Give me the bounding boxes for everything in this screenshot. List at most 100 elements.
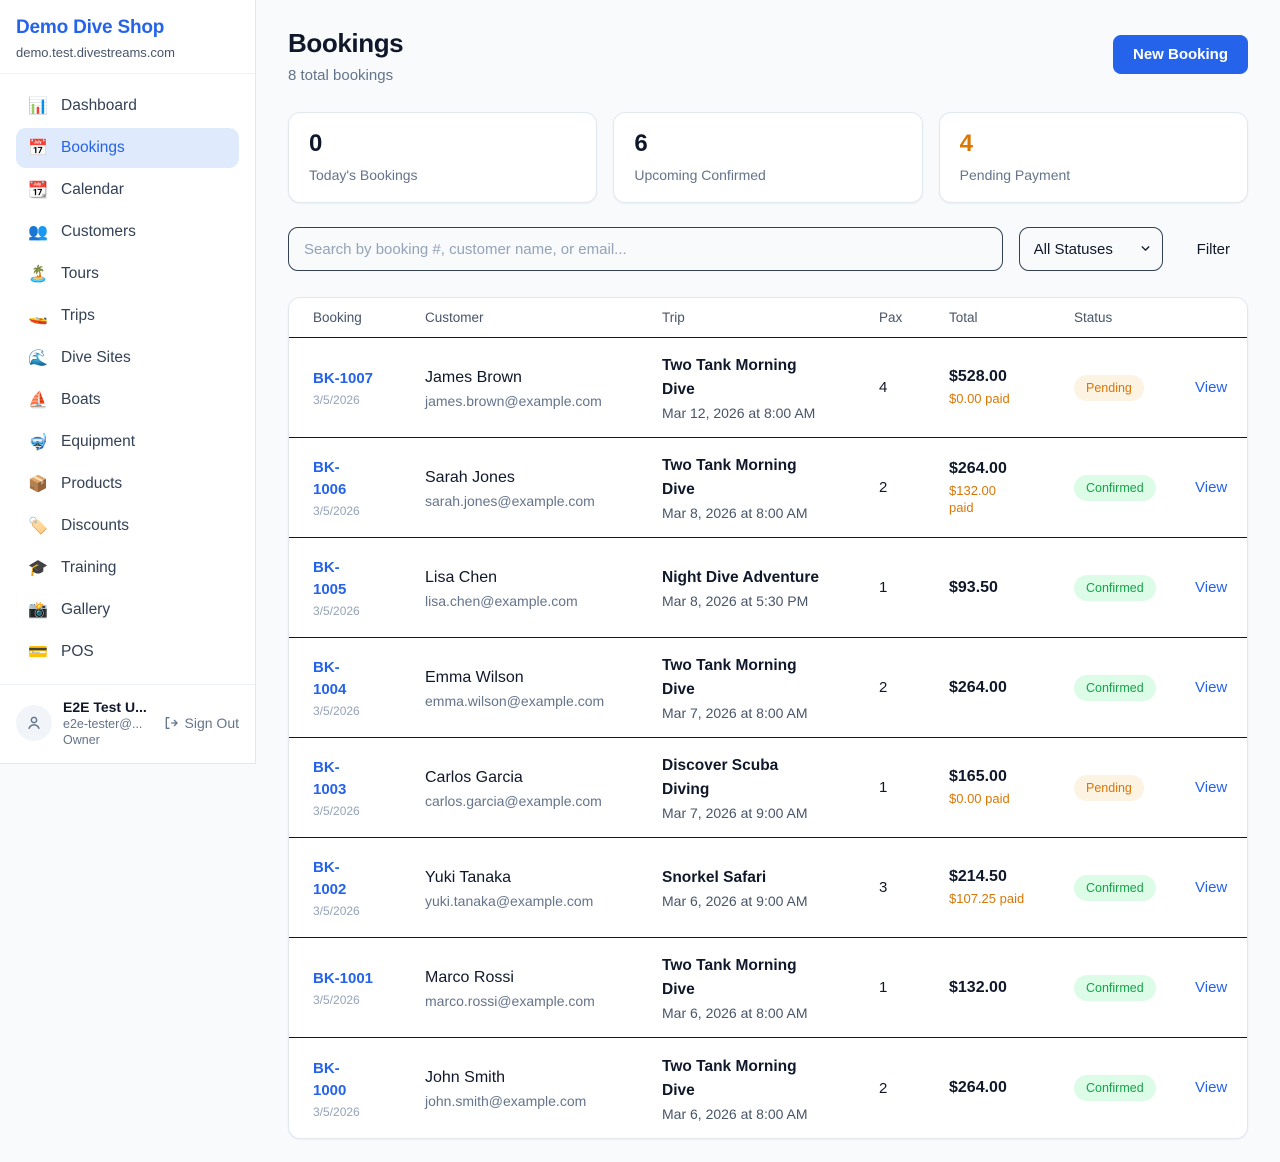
booking-date: 3/5/2026 — [313, 904, 360, 918]
actions-cell: View — [1195, 779, 1241, 797]
booking-id-link[interactable]: BK- 1006 — [313, 459, 347, 498]
booking-id-link[interactable]: BK-1007 — [313, 370, 374, 387]
customer-name: Marco Rossi — [425, 968, 514, 986]
sidebar-item-label: Calendar — [61, 181, 124, 198]
sidebar-item-gallery[interactable]: 📸 Gallery — [16, 590, 239, 630]
brand-name[interactable]: Demo Dive Shop — [16, 17, 165, 38]
sidebar-item-equipment[interactable]: 🤿 Equipment — [16, 422, 239, 462]
sidebar-item-dive-sites[interactable]: 🌊 Dive Sites — [16, 338, 239, 378]
customer-email: carlos.garcia@example.com — [425, 792, 602, 809]
stat-label: Pending Payment — [959, 167, 1071, 183]
trip-name: Discover Scuba Diving — [662, 757, 779, 798]
actions-cell: View — [1195, 479, 1241, 497]
table-row: BK- 1006 3/5/2026 Sarah Jones sarah.jone… — [289, 438, 1247, 538]
sidebar-item-products[interactable]: 📦 Products — [16, 464, 239, 504]
wave-icon: 🌊 — [28, 350, 48, 367]
booking-cell: BK- 1003 3/5/2026 — [313, 757, 425, 818]
column-header-actions — [1195, 310, 1223, 325]
sidebar-item-pos[interactable]: 💳 POS — [16, 632, 239, 672]
new-booking-button[interactable]: New Booking — [1112, 35, 1248, 74]
view-link[interactable]: View — [1195, 1079, 1228, 1096]
sidebar-item-label: Products — [61, 475, 123, 492]
sidebar-item-discounts[interactable]: 🏷️ Discounts — [16, 506, 239, 546]
booking-id-link[interactable]: BK- 1004 — [313, 659, 347, 698]
status-filter-wrap: All Statuses — [1018, 227, 1163, 271]
brand: Demo Dive Shop demo.test.divestreams.com — [0, 0, 255, 74]
customer-name: Emma Wilson — [425, 668, 524, 686]
booking-date: 3/5/2026 — [313, 1104, 360, 1119]
view-link[interactable]: View — [1195, 378, 1228, 396]
sidebar-item-bookings[interactable]: 📅 Bookings — [16, 128, 239, 168]
user-info: E2E Test U... e2e-tester@... Owner — [63, 699, 147, 747]
diving-mask-icon: 🤿 — [28, 434, 48, 451]
graduation-cap-icon: 🎓 — [28, 560, 48, 577]
sign-out-button[interactable]: Sign Out — [163, 715, 239, 731]
sidebar-item-customers[interactable]: 👥 Customers — [16, 212, 239, 252]
stat-value: 4 — [959, 130, 974, 157]
trip-cell: Night Dive Adventure Mar 8, 2026 at 5:30… — [662, 566, 879, 609]
booking-id-link[interactable]: BK- 1002 — [313, 859, 347, 898]
customer-cell: Carlos Garcia carlos.garcia@example.com — [425, 767, 662, 809]
sidebar-item-trips[interactable]: 🚤 Trips — [16, 296, 239, 336]
view-link[interactable]: View — [1195, 578, 1228, 596]
total-cell: $93.50 — [949, 579, 1074, 597]
sidebar-item-calendar[interactable]: 📆 Calendar — [16, 170, 239, 210]
table-body: BK-1007 3/5/2026 James Brown james.brown… — [289, 338, 1247, 1138]
booking-id-link[interactable]: BK- 1003 — [313, 759, 347, 798]
booking-id-link[interactable]: BK- 1005 — [313, 559, 347, 598]
customer-cell: Lisa Chen lisa.chen@example.com — [425, 567, 662, 609]
column-header-status: Status — [1074, 310, 1113, 325]
total-amount: $528.00 — [949, 368, 1007, 385]
total-amount: $93.50 — [949, 578, 998, 596]
customer-cell: Emma Wilson emma.wilson@example.com — [425, 667, 662, 709]
booking-id-link[interactable]: BK- 1000 — [313, 1059, 347, 1099]
stat-value: 6 — [634, 130, 648, 157]
customer-email: john.smith@example.com — [425, 1093, 587, 1109]
total-cell: $264.00 — [949, 679, 1074, 697]
customer-email: sarah.jones@example.com — [425, 492, 595, 509]
paid-amount: $0.00 paid — [949, 791, 1010, 806]
speedboat-icon: 🚤 — [28, 308, 48, 325]
view-link[interactable]: View — [1195, 978, 1228, 996]
view-link[interactable]: View — [1195, 878, 1228, 896]
actions-cell: View — [1195, 1079, 1241, 1097]
table-header-row: Booking Customer Trip Pax Total Status — [289, 298, 1247, 338]
bookings-table: Booking Customer Trip Pax Total Status B… — [288, 297, 1248, 1139]
sidebar-item-boats[interactable]: ⛵ Boats — [16, 380, 239, 420]
booking-cell: BK-1007 3/5/2026 — [313, 368, 425, 407]
customer-cell: Marco Rossi marco.rossi@example.com — [425, 967, 662, 1009]
filter-button[interactable]: Filter — [1196, 240, 1230, 258]
search-input[interactable] — [288, 227, 1003, 271]
total-amount: $264.00 — [949, 1079, 1007, 1096]
sidebar-item-label: Boats — [61, 391, 101, 408]
customer-cell: James Brown james.brown@example.com — [425, 367, 662, 409]
pax-cell: 2 — [879, 1079, 888, 1097]
paid-amount: $107.25 paid — [949, 891, 1025, 906]
table-row: BK- 1000 3/5/2026 John Smith john.smith@… — [289, 1038, 1247, 1138]
booking-date: 3/5/2026 — [313, 393, 360, 407]
trip-cell: Two Tank Morning Dive Mar 6, 2026 at 8:0… — [662, 1055, 879, 1122]
view-link[interactable]: View — [1195, 678, 1228, 696]
total-amount: $132.00 — [949, 978, 1007, 996]
sidebar-item-tours[interactable]: 🏝️ Tours — [16, 254, 239, 294]
sidebar-item-label: Discounts — [61, 517, 130, 534]
stat-card: 4 Pending Payment — [938, 112, 1248, 203]
total-cell: $264.00 $132.00 paid — [949, 460, 1074, 516]
booking-id-link[interactable]: BK-1001 — [313, 970, 374, 987]
pax-cell: 1 — [879, 979, 888, 996]
people-icon: 👥 — [28, 224, 48, 241]
view-link[interactable]: View — [1195, 478, 1228, 496]
trip-cell: Two Tank Morning Dive Mar 12, 2026 at 8:… — [662, 354, 879, 421]
stat-card: 6 Upcoming Confirmed — [613, 112, 923, 203]
status-badge: Pending — [1074, 374, 1144, 401]
page-header-text: Bookings 8 total bookings — [288, 28, 404, 84]
view-link[interactable]: View — [1195, 778, 1228, 796]
status-filter-select[interactable]: All Statuses — [1018, 227, 1163, 271]
total-cell: $165.00 $0.00 paid — [949, 768, 1074, 807]
sidebar-item-training[interactable]: 🎓 Training — [16, 548, 239, 588]
tear-off-calendar-icon: 📆 — [28, 182, 48, 199]
table-row: BK- 1004 3/5/2026 Emma Wilson emma.wilso… — [289, 638, 1247, 738]
trip-cell: Two Tank Morning Dive Mar 8, 2026 at 8:0… — [662, 454, 879, 521]
sidebar-item-dashboard[interactable]: 📊 Dashboard — [16, 86, 239, 126]
